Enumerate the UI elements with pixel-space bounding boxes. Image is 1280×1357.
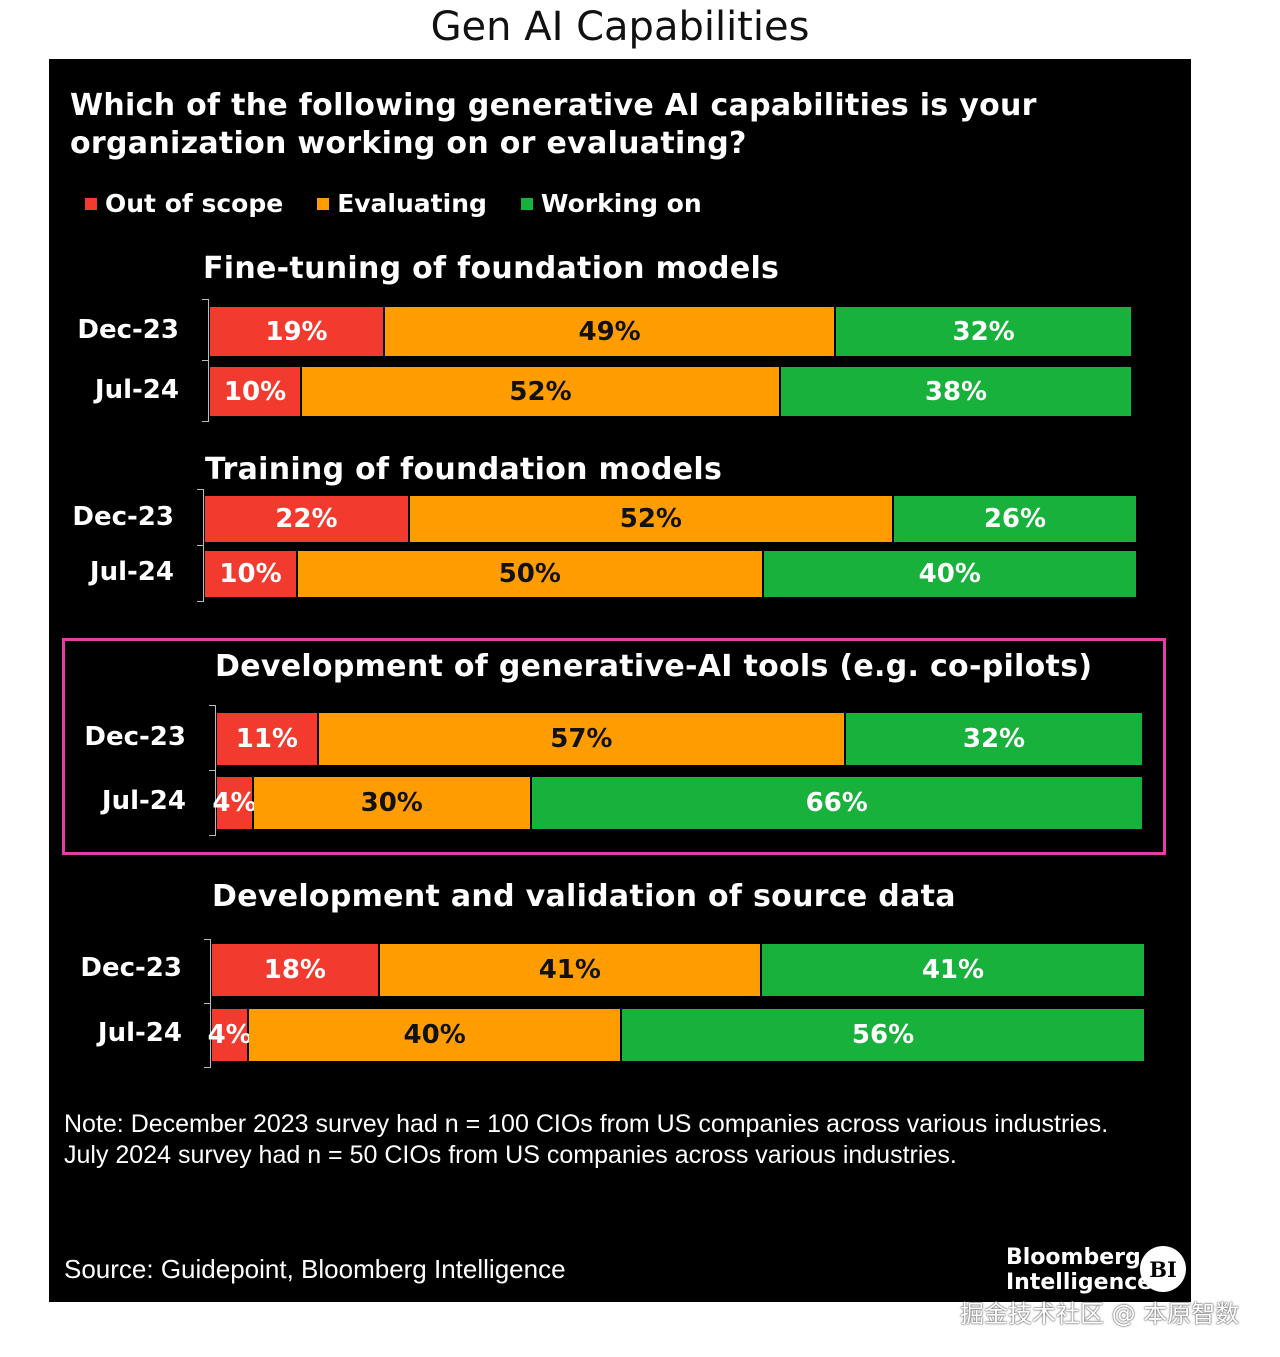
data-label: 19% (265, 316, 328, 347)
legend-label: Out of scope (105, 189, 284, 218)
data-label: 4% (207, 1020, 252, 1050)
brand-badge-icon: BI (1140, 1246, 1186, 1292)
row-label: Dec-23 (77, 314, 179, 345)
legend-swatch (85, 197, 97, 210)
row-label: Dec-23 (72, 502, 174, 532)
bar-segment-evaluating: 49% (384, 307, 837, 356)
data-label: 10% (223, 376, 287, 407)
data-label: 66% (805, 788, 868, 818)
axis-tick (202, 360, 209, 361)
chart-question: Which of the following generative AI cap… (70, 88, 1037, 161)
bar-segment-out-of-scope: 4% (208, 1009, 252, 1061)
legend: Out of scope Evaluating Working on (85, 189, 702, 218)
bar-segment-out-of-scope: 22% (205, 496, 410, 542)
row-label: Dec-23 (80, 953, 182, 983)
data-label: 56% (851, 1020, 915, 1050)
bar-segment-working-on: 32% (846, 713, 1142, 765)
legend-label: Evaluating (337, 189, 487, 218)
axis-tick (209, 835, 216, 836)
highlight-box (62, 638, 1166, 855)
bar-segment-evaluating: 52% (409, 496, 894, 542)
brand-line-1: Bloomberg (1006, 1245, 1141, 1270)
legend-label: Working on (540, 189, 702, 218)
bar-segment-working-on: 41% (761, 944, 1144, 996)
legend-swatch (520, 197, 533, 210)
group-title: Development and validation of source dat… (212, 879, 956, 914)
brand-line-2: Intelligence (1006, 1270, 1153, 1295)
data-label: 57% (550, 724, 613, 754)
row-label: Dec-23 (84, 722, 186, 752)
data-label: 38% (924, 376, 988, 407)
data-label: 40% (403, 1020, 466, 1050)
bar-segment-out-of-scope: 10% (210, 367, 303, 416)
watermark: 掘金技术社区 @ 本原智数 (960, 1300, 1240, 1328)
data-label: 26% (983, 504, 1047, 534)
data-label: 50% (498, 559, 561, 589)
bar-segment-evaluating: 50% (298, 551, 764, 597)
group-title: Development of generative-AI tools (e.g.… (215, 649, 1093, 684)
axis-tick (204, 1003, 211, 1004)
bar-segment-out-of-scope: 4% (212, 777, 257, 829)
row-label: Jul-24 (101, 786, 186, 816)
data-label: 41% (921, 955, 985, 985)
legend-item: Out of scope (85, 189, 283, 218)
footnote: Note: December 2023 survey had n = 100 C… (64, 1110, 1109, 1169)
bar-segment-evaluating: 40% (249, 1009, 623, 1061)
data-label: 52% (509, 376, 572, 407)
data-label: 10% (219, 559, 282, 589)
data-label: 32% (952, 316, 1015, 347)
data-label: 30% (360, 788, 423, 818)
data-label: 32% (962, 724, 1026, 754)
data-label: 49% (578, 316, 641, 347)
bar-segment-evaluating: 57% (318, 713, 846, 765)
axis-tick (197, 601, 204, 602)
legend-item: Evaluating (317, 189, 487, 218)
axis-tick (209, 705, 216, 706)
data-label: 18% (263, 955, 326, 985)
axis-tick (204, 1067, 211, 1068)
bar-segment-evaluating: 41% (379, 944, 762, 996)
bar-segment-evaluating: 30% (254, 777, 532, 829)
legend-item: Working on (520, 189, 702, 218)
data-label: 52% (619, 504, 682, 534)
group-title: Training of foundation models (205, 452, 723, 487)
brand-logo-text: Bloomberg Intelligence (1006, 1245, 1152, 1295)
bar-segment-working-on: 32% (836, 307, 1131, 356)
bar-segment-working-on: 56% (622, 1009, 1144, 1061)
axis-tick (209, 770, 216, 771)
chart-panel: Which of the following generative AI cap… (49, 59, 1191, 1302)
bar-segment-working-on: 26% (893, 496, 1136, 542)
data-label: 22% (275, 504, 338, 534)
axis-tick (204, 939, 211, 940)
data-label: 11% (235, 724, 298, 754)
bar-segment-out-of-scope: 18% (212, 944, 380, 996)
axis-tick (202, 421, 209, 422)
row-label: Jul-24 (89, 557, 174, 587)
data-label: 41% (538, 955, 601, 985)
bar-segment-working-on: 38% (781, 367, 1131, 416)
data-label: 40% (918, 559, 981, 589)
bar-segment-working-on: 66% (531, 777, 1142, 829)
bar-segment-out-of-scope: 19% (210, 307, 385, 356)
legend-swatch (317, 197, 330, 210)
bar-segment-evaluating: 52% (302, 367, 781, 416)
row-label: Jul-24 (94, 374, 179, 405)
bar-segment-out-of-scope: 11% (217, 713, 319, 765)
axis-tick (197, 545, 204, 546)
group-title: Fine-tuning of foundation models (203, 251, 780, 286)
page-title: Gen AI Capabilities (430, 4, 810, 50)
row-label: Jul-24 (97, 1018, 182, 1048)
bar-segment-out-of-scope: 10% (205, 551, 299, 597)
source-text: Source: Guidepoint, Bloomberg Intelligen… (64, 1254, 566, 1284)
axis-tick (202, 299, 209, 300)
axis-tick (197, 489, 204, 490)
data-label: 4% (212, 788, 257, 818)
bar-segment-working-on: 40% (763, 551, 1136, 597)
